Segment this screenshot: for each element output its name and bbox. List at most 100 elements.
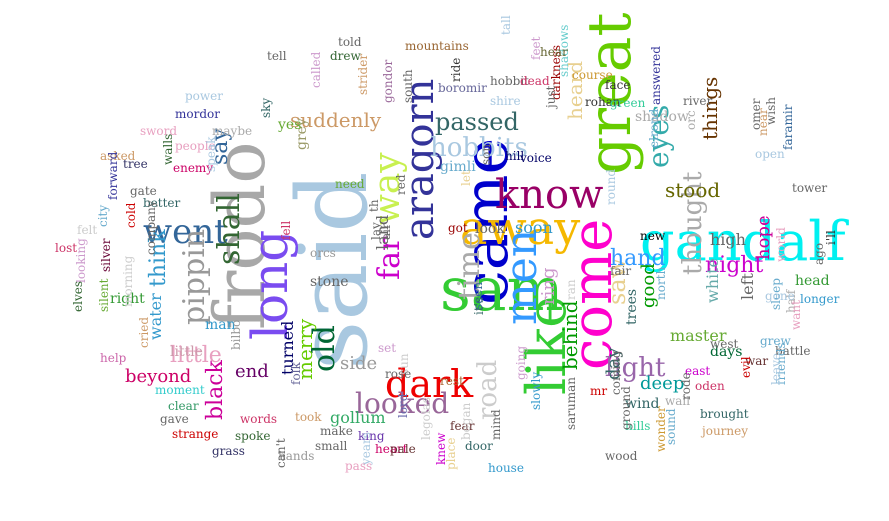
word-80: hill bbox=[505, 149, 525, 163]
word-158: mountains bbox=[405, 39, 469, 53]
word-161: hobbit bbox=[490, 74, 529, 88]
word-72: lord bbox=[396, 393, 410, 418]
word-173: answered bbox=[649, 46, 663, 105]
word-94: help bbox=[100, 351, 127, 365]
word-112: gone bbox=[765, 289, 795, 303]
word-135: rose bbox=[385, 367, 412, 381]
word-73: man bbox=[205, 317, 236, 333]
word-131: knew bbox=[434, 432, 448, 465]
word-89: house bbox=[488, 461, 524, 475]
word-181: tower bbox=[792, 181, 828, 195]
word-98: make bbox=[320, 424, 353, 438]
word-30: night bbox=[705, 253, 764, 278]
word-107: war bbox=[745, 354, 769, 368]
word-108: battle bbox=[775, 344, 811, 358]
word-146: th bbox=[367, 199, 381, 212]
word-11: know bbox=[495, 172, 604, 218]
word-41: end bbox=[235, 361, 269, 382]
word-195: asked bbox=[100, 149, 136, 163]
word-69: fell bbox=[279, 220, 293, 240]
word-54: high bbox=[710, 230, 746, 249]
word-52: left bbox=[738, 273, 757, 300]
word-22: hobbits bbox=[430, 133, 528, 163]
word-84: spoke bbox=[235, 429, 271, 443]
word-193: sword bbox=[140, 124, 178, 138]
word-15: shall bbox=[212, 193, 247, 265]
word-40: things bbox=[698, 76, 722, 140]
word-141: pass bbox=[345, 459, 373, 473]
word-183: ago bbox=[812, 242, 826, 265]
word-169: course bbox=[572, 68, 613, 82]
word-168: hear bbox=[540, 45, 568, 59]
word-160: boromir bbox=[438, 81, 487, 95]
word-159: ride bbox=[449, 57, 463, 82]
word-14: went bbox=[143, 212, 228, 252]
word-62: days bbox=[710, 344, 743, 360]
word-76: wind bbox=[625, 396, 660, 412]
word-134: set bbox=[378, 341, 397, 355]
word-124: wood bbox=[605, 449, 638, 463]
word-190: tell bbox=[267, 49, 287, 63]
word-51: master bbox=[670, 326, 727, 345]
word-59: stone bbox=[310, 274, 349, 290]
word-192: maybe bbox=[212, 124, 253, 138]
word-200: better bbox=[143, 196, 181, 210]
word-113: longer bbox=[800, 292, 840, 306]
word-106: west bbox=[710, 337, 739, 351]
word-95: bilbo bbox=[229, 319, 243, 350]
word-23: passed bbox=[435, 108, 519, 136]
word-83: words bbox=[240, 412, 278, 426]
word-139: ran bbox=[564, 279, 578, 300]
word-27: light bbox=[605, 353, 666, 383]
word-179: open bbox=[755, 147, 785, 161]
word-143: red bbox=[394, 174, 408, 195]
word-125: saruman bbox=[564, 376, 578, 430]
word-35: little bbox=[170, 343, 222, 368]
word-180: faramir bbox=[781, 104, 795, 150]
word-20: looked bbox=[355, 387, 450, 420]
word-118: rode bbox=[679, 372, 693, 400]
word-119: hills bbox=[625, 419, 651, 433]
word-129: began bbox=[459, 402, 473, 440]
word-90: strange bbox=[172, 427, 219, 441]
word-150: son bbox=[479, 143, 493, 165]
word-77: mordor bbox=[175, 107, 220, 121]
word-92: clear bbox=[168, 399, 199, 413]
word-145: lay bbox=[369, 222, 383, 240]
word-211: morning bbox=[121, 255, 135, 307]
word-93: moment bbox=[155, 383, 205, 397]
word-155: strider bbox=[356, 53, 370, 95]
word-37: behind bbox=[558, 300, 582, 370]
word-102: journey bbox=[702, 424, 749, 438]
word-5: away bbox=[460, 201, 581, 255]
word-147: need bbox=[335, 177, 365, 191]
word-204: company bbox=[144, 200, 158, 255]
word-208: looking bbox=[74, 238, 88, 283]
word-162: tall bbox=[499, 15, 513, 35]
word-201: city bbox=[96, 204, 110, 227]
word-99: pale bbox=[390, 442, 416, 456]
word-68: sky bbox=[259, 97, 273, 118]
word-56: soon bbox=[515, 218, 553, 237]
word-78: tree bbox=[123, 157, 148, 171]
word-154: called bbox=[309, 51, 323, 88]
word-85: grass bbox=[212, 444, 245, 458]
word-175: river bbox=[683, 94, 713, 108]
word-39: stood bbox=[665, 178, 721, 202]
word-104: oden bbox=[695, 379, 725, 393]
word-45: ring bbox=[538, 267, 559, 305]
word-191: power bbox=[185, 89, 224, 103]
word-70: orcs bbox=[310, 246, 336, 260]
word-172: green bbox=[610, 96, 646, 110]
word-88: heart bbox=[375, 442, 408, 456]
word-67: yes bbox=[278, 117, 302, 133]
word-8: gandalf bbox=[640, 210, 846, 273]
word-79: voice bbox=[520, 151, 552, 165]
word-61: shadow bbox=[635, 109, 689, 125]
word-153: drew bbox=[330, 49, 361, 63]
word-122: coming bbox=[609, 350, 623, 395]
word-58: look bbox=[475, 221, 505, 237]
word-66: little bbox=[170, 344, 203, 360]
word-71: king bbox=[358, 429, 385, 443]
word-127: mind bbox=[489, 409, 503, 440]
